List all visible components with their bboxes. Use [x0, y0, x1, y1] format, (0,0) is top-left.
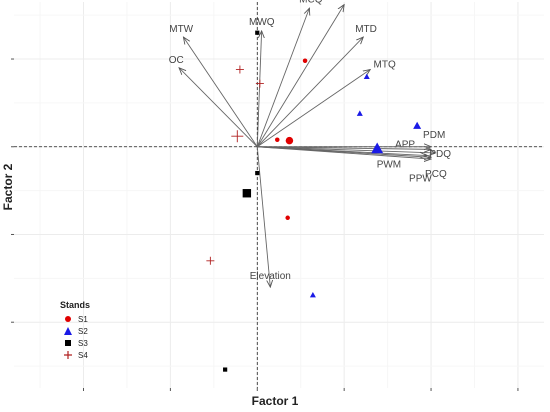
point-s2 — [371, 142, 384, 154]
loading-label-mtc: MTC — [335, 0, 357, 2]
legend-label-s3: S3 — [78, 338, 88, 348]
point-s4 — [235, 65, 244, 74]
loading-arrow-mtd — [256, 37, 363, 148]
plot-area — [14, 2, 544, 388]
loading-label-ppw: PPW — [409, 173, 432, 184]
legend-label-s1: S1 — [78, 314, 88, 324]
point-s1 — [285, 136, 294, 145]
loading-label-elevation: Elevation — [250, 271, 291, 282]
loading-arrow-mtw — [183, 37, 258, 148]
legend-key-s4 — [64, 351, 72, 359]
loading-label-mtd: MTD — [355, 24, 377, 35]
loading-label-app: APP — [395, 139, 415, 150]
legend-key-s2 — [64, 327, 72, 335]
point-s2 — [356, 110, 363, 116]
point-s3 — [223, 367, 228, 372]
loading-label-pdm: PDM — [423, 130, 445, 141]
loading-label-mtq: MTQ — [374, 59, 396, 70]
point-s3 — [255, 170, 260, 176]
loading-label-mwq: MWQ — [249, 17, 275, 28]
legend-title: Stands — [60, 300, 91, 310]
loading-label-mcq: MCQ — [299, 0, 323, 5]
loading-arrow-mcq — [256, 8, 309, 147]
legend-label-s4: S4 — [78, 350, 88, 360]
loading-label-pdq: PDQ — [429, 149, 451, 160]
point-s2 — [309, 292, 316, 298]
loading-label-oc: OC — [169, 55, 184, 66]
loading-label-pwm: PWM — [377, 160, 401, 171]
point-s4 — [206, 256, 215, 265]
legend-item-s4: S4 — [60, 349, 130, 361]
loading-label-pcq: PCQ — [425, 169, 447, 180]
point-s1 — [285, 215, 290, 221]
loading-arrow-pcq — [257, 146, 431, 159]
y-axis-title: Factor 2 — [1, 163, 15, 211]
legend-key-s3 — [65, 340, 71, 346]
legend-key-s1 — [65, 316, 71, 322]
point-s1 — [302, 58, 308, 64]
point-s3 — [242, 189, 252, 198]
x-axis-title: Factor 1 — [251, 394, 299, 408]
legend: Stands S1 S2 S3 S4 — [60, 300, 130, 361]
loading-arrow-mwq — [256, 31, 261, 147]
loading-label-mtw: MTW — [169, 24, 193, 35]
legend-item-s3: S3 — [60, 337, 130, 349]
loading-arrow-mtc — [256, 5, 344, 147]
legend-label-s2: S2 — [78, 326, 88, 336]
point-s2 — [363, 73, 370, 79]
loading-arrow-oc — [179, 68, 258, 148]
legend-item-s2: S2 — [60, 325, 130, 337]
point-s4 — [231, 130, 244, 143]
loading-arrow-elevation — [256, 146, 270, 287]
point-s4 — [255, 79, 264, 88]
point-s3 — [255, 30, 260, 35]
legend-item-s1: S1 — [60, 313, 130, 325]
loading-arrow-pdq — [257, 146, 435, 153]
point-s1 — [275, 137, 280, 142]
point-s2 — [413, 121, 422, 129]
loading-arrow-mtq — [257, 70, 370, 148]
